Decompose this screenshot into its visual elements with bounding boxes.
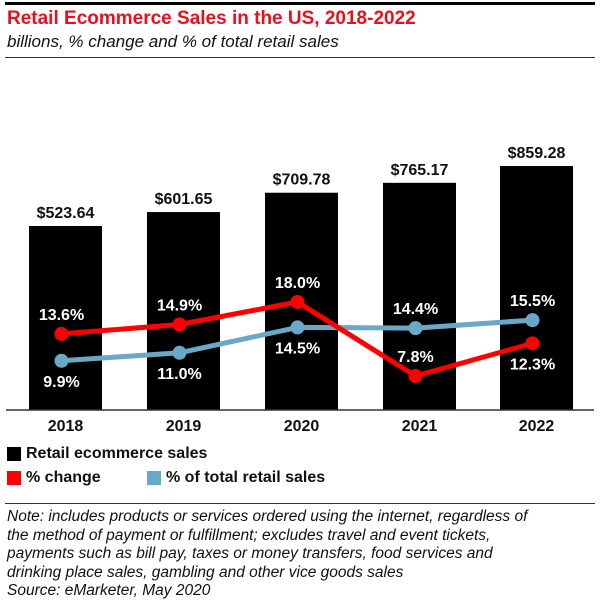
source-line: Source: eMarketer, May 2020	[7, 582, 211, 599]
share-value-label: 9.9%	[43, 374, 79, 391]
note-line: payments such as bill pay, taxes or mone…	[7, 545, 493, 562]
share-value-label: 14.5%	[275, 340, 320, 357]
bar-value-label: $523.64	[37, 205, 95, 222]
share-point	[172, 345, 187, 360]
change-point	[290, 295, 305, 309]
change-value-label: 13.6%	[39, 307, 84, 324]
x-tick-label: 2021	[402, 418, 438, 435]
share-point	[525, 313, 540, 328]
bar-value-label: $859.28	[508, 145, 566, 162]
note-line: Note: includes products or services orde…	[7, 508, 528, 525]
top-rule	[5, 2, 595, 5]
share-point	[290, 320, 305, 335]
legend-swatch-sales	[7, 447, 21, 461]
bar-value-label: $601.65	[155, 191, 213, 208]
chart-subtitle: billions, % change and % of total retail…	[7, 32, 339, 51]
legend-label-sales: Retail ecommerce sales	[26, 445, 208, 462]
legend-item-share: % of total retail sales	[147, 469, 325, 487]
share-value-label: 15.5%	[510, 293, 555, 310]
change-point	[525, 336, 540, 351]
note-line: drinking place sales, gambling and other…	[7, 563, 404, 581]
share-point	[54, 353, 69, 368]
legend-swatch-share	[147, 471, 161, 485]
share-point	[408, 321, 423, 336]
change-value-label: 12.3%	[510, 356, 555, 373]
bar-2018	[29, 226, 102, 410]
change-point	[172, 317, 187, 332]
bar-2022	[500, 166, 573, 410]
change-point	[408, 369, 423, 383]
change-point	[54, 326, 69, 341]
share-value-label: 14.4%	[393, 301, 438, 318]
bar-value-label: $765.17	[391, 162, 449, 179]
change-value-label: 18.0%	[275, 275, 320, 292]
legend-item-change: % change	[7, 469, 101, 487]
header-divider	[5, 57, 595, 58]
legend-item-sales: Retail ecommerce sales	[7, 445, 207, 463]
bar-value-label: $709.78	[273, 172, 331, 189]
change-value-label: 14.9%	[157, 297, 202, 314]
chart-area: $523.64 $601.65 $709.78 $765.17 $859.28 2018 2…	[6, 145, 594, 435]
footer-divider	[5, 503, 595, 504]
legend-label-change: % change	[26, 469, 101, 486]
x-tick-label: 2018	[48, 418, 84, 435]
x-tick-label: 2022	[519, 418, 555, 435]
share-value-label: 11.0%	[157, 366, 201, 383]
x-tick-label: 2020	[284, 418, 320, 435]
chart-title: Retail Ecommerce Sales in the US, 2018-2…	[7, 8, 416, 29]
legend-label-share: % of total retail sales	[166, 469, 326, 486]
x-tick-label: 2019	[166, 418, 202, 435]
footnote: Note: includes products or services orde…	[7, 508, 597, 601]
note-line: the method of payment or fulfillment; ex…	[7, 526, 491, 544]
bar-2019	[147, 212, 220, 410]
legend-swatch-change	[7, 471, 21, 485]
change-value-label: 7.8%	[397, 349, 433, 366]
